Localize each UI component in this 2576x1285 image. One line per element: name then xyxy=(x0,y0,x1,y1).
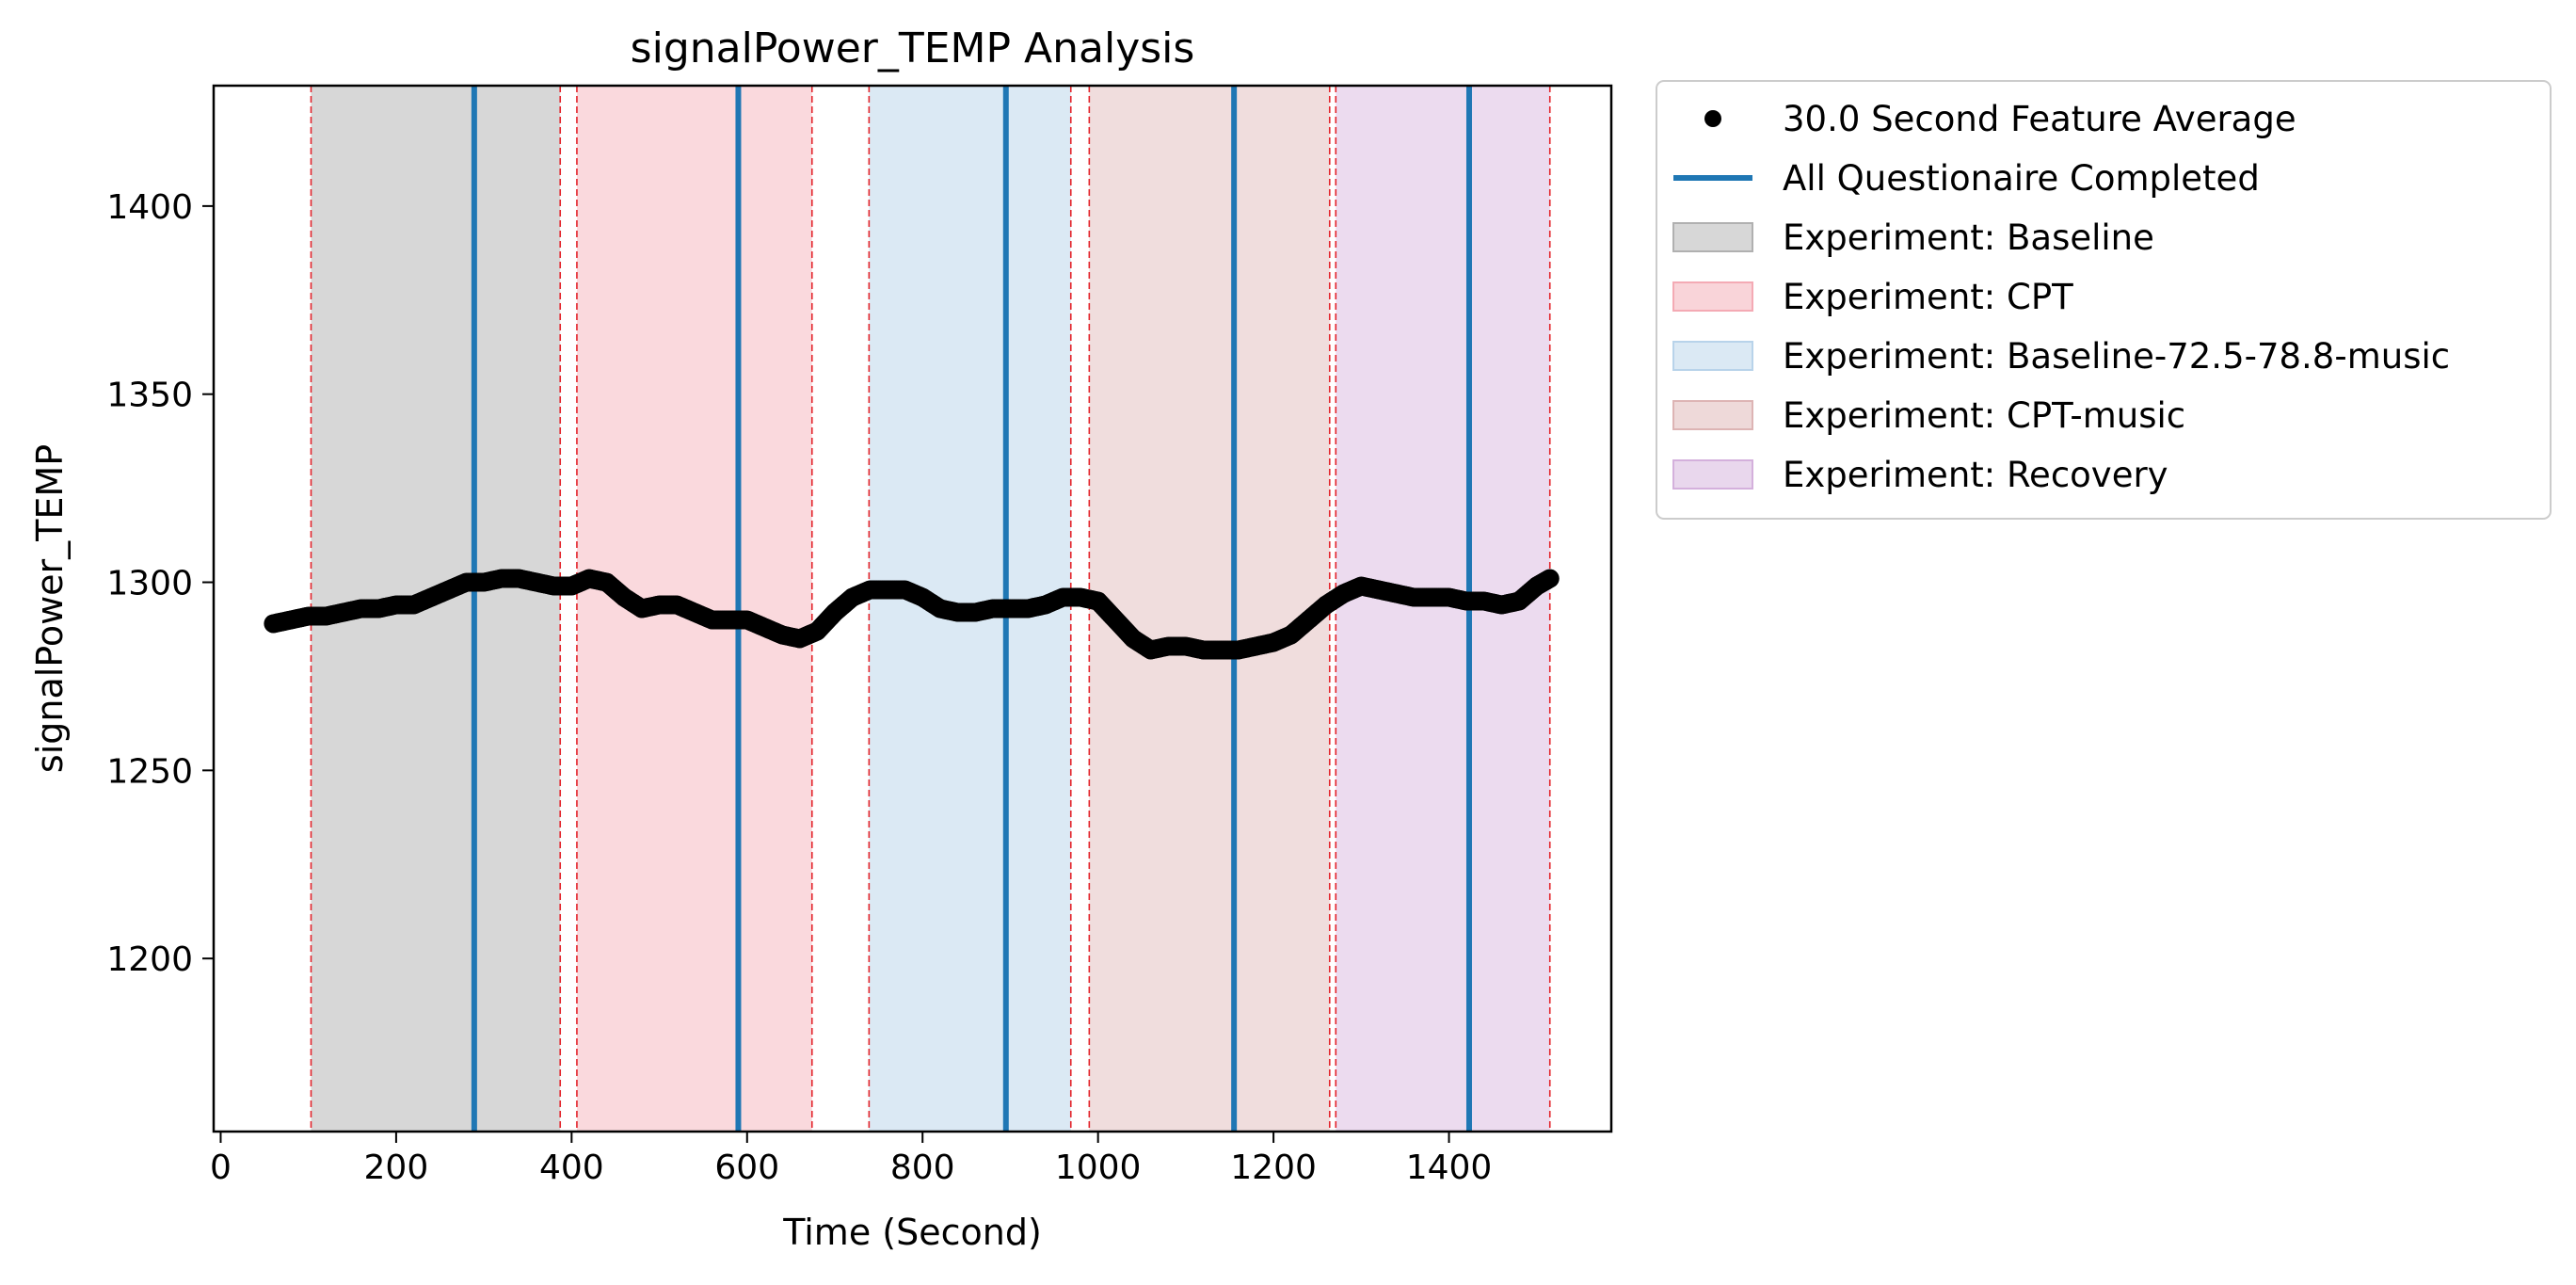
y-tick-label-4: 1400 xyxy=(106,188,193,227)
chart-title: signalPower_TEMP Analysis xyxy=(631,24,1195,72)
legend-label-0: 30.0 Second Feature Average xyxy=(1783,99,2296,139)
x-axis: 0 200 400 600 800 1000 1200 1400 xyxy=(210,1132,1492,1187)
y-tick-label-3: 1350 xyxy=(106,377,193,415)
y-tick-label-1: 1250 xyxy=(106,752,193,791)
y-axis-label: signalPower_TEMP xyxy=(29,444,71,773)
data-point-728 xyxy=(1540,569,1560,588)
legend-label-2: Experiment: Baseline xyxy=(1783,217,2154,258)
legend-marker-0 xyxy=(1704,110,1721,127)
data-points xyxy=(264,569,1560,660)
legend-swatch-6 xyxy=(1672,459,1753,490)
phase-region-3 xyxy=(1089,86,1330,1132)
legend-swatch-5 xyxy=(1672,400,1753,430)
plot-frame xyxy=(212,84,1613,1133)
legend-label-6: Experiment: Recovery xyxy=(1783,455,2168,495)
x-tick-label-1: 200 xyxy=(364,1148,429,1187)
legend-label-4: Experiment: Baseline-72.5-78.8-music xyxy=(1783,336,2450,377)
x-tick-label-3: 600 xyxy=(714,1148,779,1187)
y-tick-label-0: 1200 xyxy=(106,940,193,979)
legend-box xyxy=(1656,80,2552,520)
x-tick-label-6: 1200 xyxy=(1230,1148,1317,1187)
y-tick-label-2: 1300 xyxy=(106,565,193,603)
legend-label-5: Experiment: CPT-music xyxy=(1783,395,2185,436)
x-axis-label: Time (Second) xyxy=(782,1212,1042,1253)
x-tick-label-7: 1400 xyxy=(1406,1148,1493,1187)
x-tick-label-2: 400 xyxy=(539,1148,604,1187)
x-tick-label-4: 800 xyxy=(890,1148,955,1187)
x-tick-label-5: 1000 xyxy=(1055,1148,1142,1187)
legend-swatch-2 xyxy=(1672,222,1753,252)
legend-swatch-4 xyxy=(1672,341,1753,371)
x-tick-label-0: 0 xyxy=(210,1148,232,1187)
legend-label-1: All Questionaire Completed xyxy=(1783,158,2260,199)
legend-label-3: Experiment: CPT xyxy=(1783,277,2073,317)
legend-swatch-3 xyxy=(1672,281,1753,312)
y-axis: 1200 1250 1300 1350 1400 xyxy=(106,188,214,979)
legend: 30.0 Second Feature Average All Questiona… xyxy=(1656,80,2552,520)
